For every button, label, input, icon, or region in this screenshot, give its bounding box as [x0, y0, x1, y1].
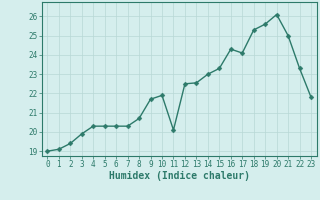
X-axis label: Humidex (Indice chaleur): Humidex (Indice chaleur): [109, 171, 250, 181]
